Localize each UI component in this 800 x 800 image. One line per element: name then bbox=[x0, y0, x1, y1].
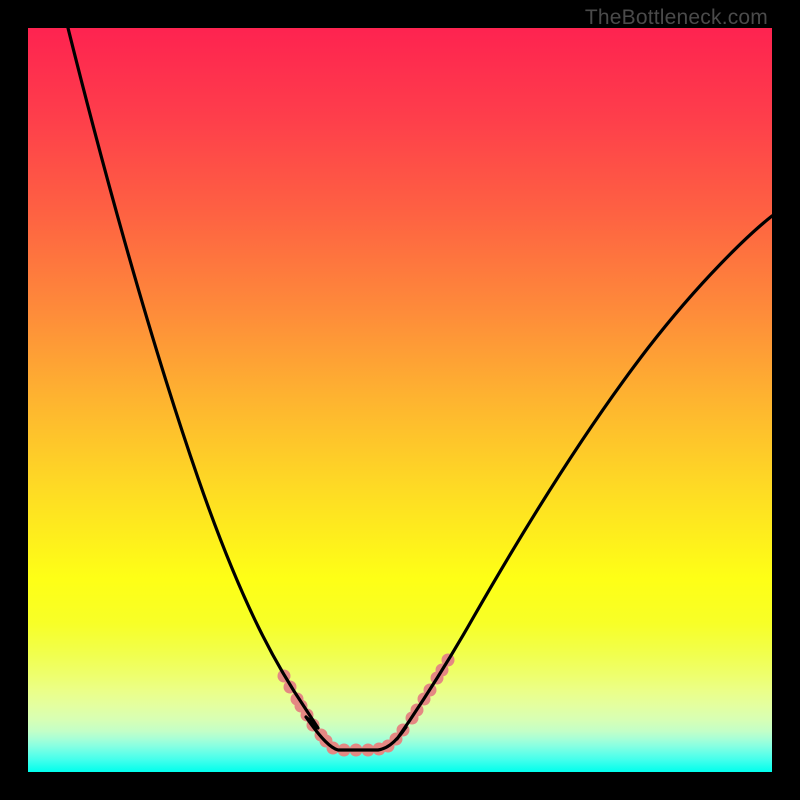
chart-frame: TheBottleneck.com bbox=[0, 0, 800, 800]
bottleneck-curve bbox=[28, 28, 772, 772]
curve-line bbox=[68, 28, 772, 750]
plot-area bbox=[28, 28, 772, 772]
watermark-text: TheBottleneck.com bbox=[585, 6, 768, 30]
